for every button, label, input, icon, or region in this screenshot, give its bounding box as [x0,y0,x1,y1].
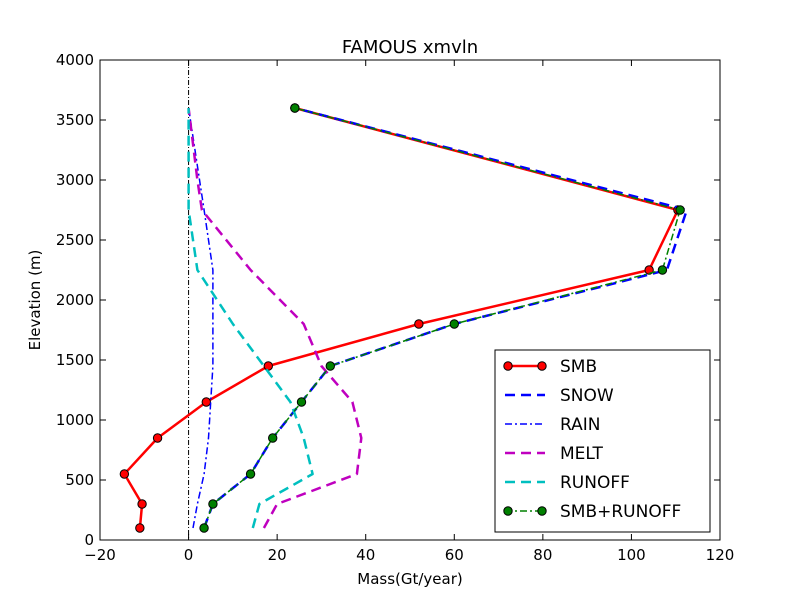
legend-box [494,349,711,533]
y-tick-label: 1000 [56,411,94,429]
data-point-smb-runoff [325,361,335,371]
data-point-smb-runoff [290,103,300,113]
data-point-smb [119,469,130,479]
data-point-smb-runoff [657,265,668,275]
series-line-rain [187,107,214,529]
y-tick-label: 1500 [56,351,94,369]
data-point-smb [152,433,163,443]
data-point-smb [263,361,273,371]
legend-label-smb-runoff: SMB+RUNOFF [560,502,681,522]
data-point-smb [137,499,147,509]
x-tick-label: 40 [356,546,375,564]
x-tick-label: 120 [706,546,735,564]
x-tick-label: 20 [268,546,287,564]
series-line-smb [123,106,680,529]
y-tick-label: 2500 [56,231,94,249]
data-point-smb-runoff [208,499,218,509]
legend: SMB SNOW RAIN MELT RUNOFF SMB+RUNOFF [494,349,711,533]
data-point-smb-runoff [245,469,256,479]
chart-title: FAMOUS xmvln [342,37,478,58]
data-point-smb-runoff [268,433,278,443]
axes: −20 0 20 40 60 80 100 1200500100015002000250030… [56,51,735,564]
series-line-runoff [187,108,314,529]
x-tick-label: 100 [617,546,646,564]
legend-marker-smb-runoff [537,506,547,516]
x-tick-label: 60 [445,546,464,564]
legend-label-rain: RAIN [560,415,600,435]
x-tick-label: 0 [184,546,194,564]
y-tick-label: 500 [65,471,94,489]
x-tick-label: −20 [84,546,116,564]
data-point-smb [201,397,211,407]
legend-label-runoff: RUNOFF [560,473,630,493]
data-point-smb [414,319,424,329]
series-line-melt [187,107,363,529]
x-axis-label: Mass(Gt/year) [357,570,463,588]
legend-label-smb: SMB [560,357,597,377]
y-tick-label: 3000 [56,171,94,189]
legend-label-snow: SNOW [560,386,614,406]
legend-marker-smb [537,361,547,371]
data-point-smb-runoff [199,523,209,533]
data-point-smb-runoff [296,397,307,407]
y-tick-label: 2000 [56,291,94,309]
series-line-smb-runoff [203,107,681,529]
data-point-smb-runoff [449,319,459,329]
y-tick-label: 4000 [56,51,94,69]
plot-area [119,60,689,540]
y-axis-label: Elevation (m) [26,250,44,351]
data-point-smb [135,523,145,533]
y-tick-label: 0 [84,531,94,549]
legend-marker-smb [503,361,513,371]
data-point-smb-runoff [675,205,685,215]
legend-marker-smb-runoff [503,506,513,516]
legend-label-melt: MELT [560,444,604,464]
y-tick-label: 3500 [56,111,94,129]
x-tick-label: 80 [533,546,552,564]
